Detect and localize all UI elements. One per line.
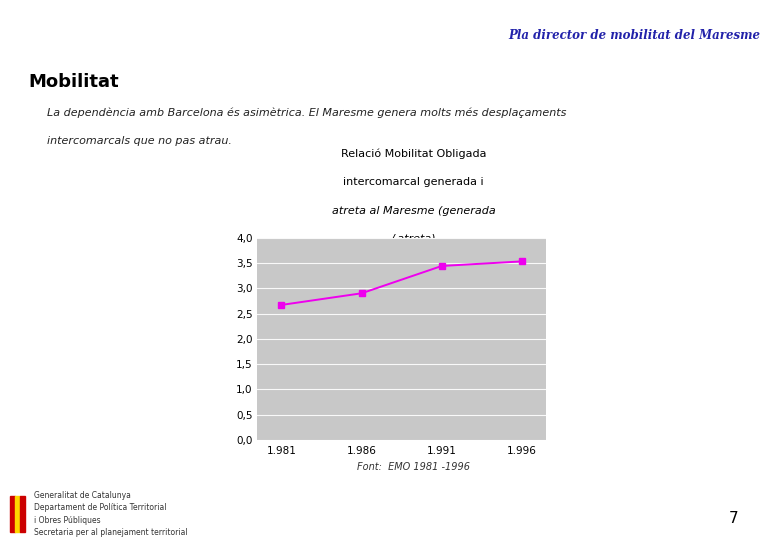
- Text: atreta al Maresme (generada: atreta al Maresme (generada: [332, 206, 495, 215]
- Text: La dependència amb Barcelona és asimètrica. El Maresme genera molts més desplaça: La dependència amb Barcelona és asimètri…: [47, 107, 566, 118]
- Bar: [20, 496, 25, 532]
- Text: intercomarcals que no pas atrau.: intercomarcals que no pas atrau.: [47, 136, 232, 146]
- Bar: [15, 496, 20, 532]
- Text: Generalitat de Catalunya
Departament de Política Territorial
i Obres Públiques
S: Generalitat de Catalunya Departament de …: [34, 491, 188, 537]
- Text: intercomarcal generada i: intercomarcal generada i: [343, 177, 484, 187]
- Text: 7: 7: [729, 511, 738, 526]
- Text: Pla director de mobilitat del Maresme: Pla director de mobilitat del Maresme: [509, 29, 760, 42]
- Text: Font:  EMO 1981 -1996: Font: EMO 1981 -1996: [357, 462, 470, 472]
- Text: Relació Mobilitat Obligada: Relació Mobilitat Obligada: [341, 148, 486, 159]
- Text: / atreta): / atreta): [391, 233, 436, 243]
- Text: Mobilitat: Mobilitat: [28, 73, 119, 91]
- Bar: [9, 496, 15, 532]
